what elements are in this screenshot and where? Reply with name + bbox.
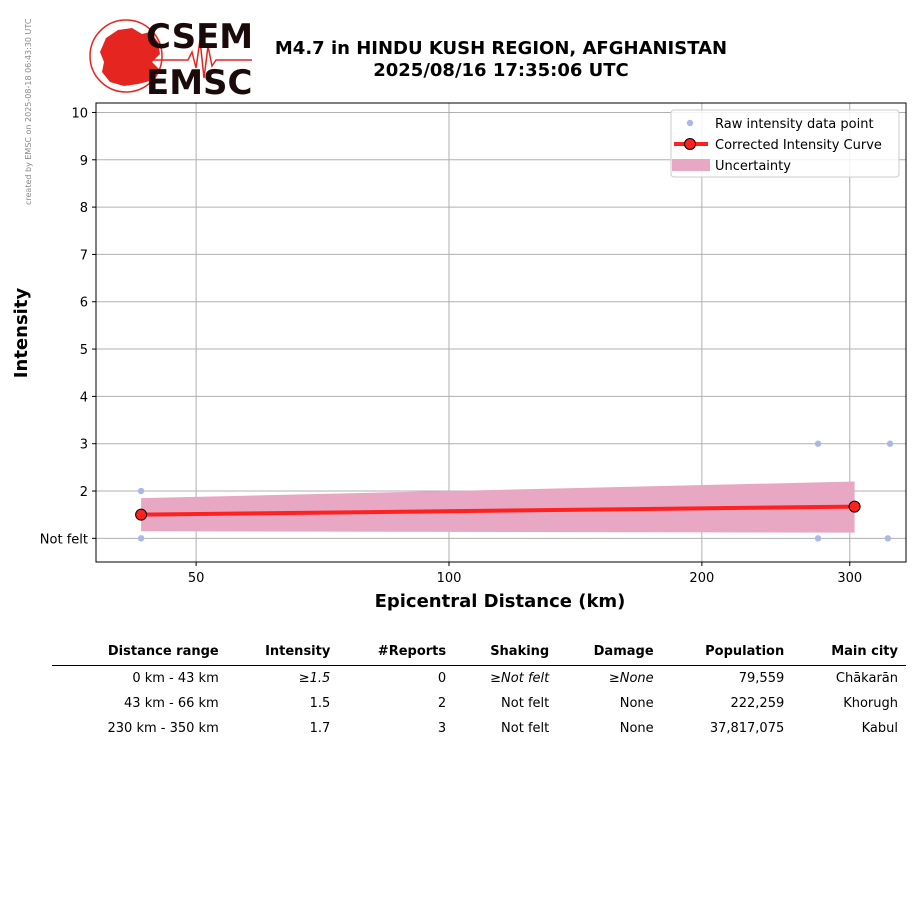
table-row: 43 km - 66 km 1.5 2 Not felt None 222,25…	[52, 691, 906, 716]
cell-shaking: Not felt	[501, 721, 550, 736]
col-main-city: Main city	[792, 640, 906, 666]
cell-reports: 0	[437, 671, 447, 686]
cell-range: 0 km - 43 km	[132, 671, 219, 686]
raw-data-point	[137, 487, 145, 495]
cell-population: 222,259	[730, 696, 785, 711]
table-header-row: Distance range Intensity #Reports Shakin…	[52, 640, 906, 666]
cell-damage: None	[619, 721, 654, 736]
legend: Raw intensity data point Corrected Intens…	[670, 109, 900, 178]
europe-map-icon	[100, 28, 160, 86]
corrected-curve-layer	[135, 500, 861, 521]
globe-icon	[89, 19, 163, 93]
x-tick-label: 200	[689, 571, 714, 586]
cell-reports: 3	[437, 721, 447, 736]
legend-swatch-points	[686, 119, 694, 127]
col-distance-range: Distance range	[52, 640, 227, 666]
col-shaking: Shaking	[454, 640, 558, 666]
plot-frame	[95, 102, 907, 563]
cell-intensity: 1.7	[309, 721, 331, 736]
y-tick-label: Not felt	[40, 532, 88, 547]
corrected-curve-line	[141, 504, 855, 517]
x-tick-label: 300	[837, 571, 862, 586]
title-line2: 2025/08/16 17:35:06 UTC	[373, 60, 629, 81]
logo-line2: EMSC	[146, 63, 253, 100]
y-tick-label: 9	[80, 154, 88, 169]
uncertainty-band	[141, 481, 855, 533]
table-row: 0 km - 43 km ≥1.5 0 ≥Not felt ≥None 79,5…	[52, 666, 906, 692]
y-axis-label: Intensity	[11, 288, 32, 379]
chart-title: M4.7 in HINDU KUSH REGION, AFGHANISTAN 2…	[250, 38, 752, 82]
cell-population: 37,817,075	[709, 721, 785, 736]
legend-label: Raw intensity data point	[715, 117, 874, 132]
y-tick-label: 5	[80, 343, 88, 358]
table-row: 230 km - 350 km 1.7 3 Not felt None 37,8…	[52, 716, 906, 741]
emsc-logo: CSEM EMSC	[89, 17, 253, 100]
x-tick-label: 50	[188, 571, 205, 586]
y-tick-label: 10	[71, 106, 88, 121]
y-tick-label: 7	[80, 248, 88, 263]
y-tick-label: 4	[80, 390, 88, 405]
axes: 50 100 200 300 Not felt 2 3 4 5 6 7 8 9 10	[40, 102, 907, 586]
cell-city: Chākarān	[835, 671, 898, 686]
y-tick-label: 6	[80, 296, 88, 311]
raw-data-point	[886, 440, 894, 447]
intensity-chart: 50 100 200 300 Not felt 2 3 4 5 6 7 8 9 10 Raw intens…	[11, 102, 907, 612]
legend-label: Uncertainty	[715, 159, 791, 174]
col-intensity: Intensity	[226, 640, 339, 666]
cell-shaking: ≥Not felt	[490, 671, 550, 686]
corrected-curve-marker	[848, 500, 861, 513]
corrected-curve-marker	[135, 508, 148, 521]
cell-shaking: Not felt	[501, 696, 550, 711]
intensity-summary-table: Distance range Intensity #Reports Shakin…	[52, 640, 906, 741]
col-reports: #Reports	[338, 640, 455, 666]
col-damage: Damage	[557, 640, 662, 666]
logo-line1: CSEM	[146, 17, 253, 57]
seismogram-icon	[148, 39, 252, 79]
cell-damage: None	[619, 696, 654, 711]
cell-population: 79,559	[738, 671, 785, 686]
raw-data-point	[884, 535, 892, 542]
cell-reports: 2	[437, 696, 447, 711]
y-tick-label: 3	[80, 438, 88, 453]
col-population: Population	[661, 640, 793, 666]
raw-data-point	[814, 440, 822, 447]
legend-box	[670, 109, 900, 178]
raw-data-point	[137, 535, 145, 542]
cell-intensity: ≥1.5	[298, 671, 331, 686]
cell-damage: ≥None	[608, 671, 654, 686]
x-axis-label: Epicentral Distance (km)	[375, 591, 626, 612]
x-tick-label: 100	[437, 571, 462, 586]
legend-swatch-band	[672, 159, 710, 171]
raw-data-point	[814, 535, 822, 542]
legend-swatch-marker	[684, 138, 696, 150]
cell-city: Kabul	[861, 721, 898, 736]
y-tick-label: 2	[80, 485, 88, 500]
raw-points-layer	[137, 440, 894, 542]
title-line1: M4.7 in HINDU KUSH REGION, AFGHANISTAN	[274, 38, 728, 59]
cell-range: 43 km - 66 km	[124, 696, 219, 711]
uncertainty-band-layer	[141, 481, 855, 533]
cell-city: Khorugh	[843, 696, 898, 711]
cell-range: 230 km - 350 km	[107, 721, 219, 736]
legend-label: Corrected Intensity Curve	[715, 138, 882, 153]
cell-intensity: 1.5	[309, 696, 331, 711]
y-tick-label: 8	[80, 201, 88, 216]
